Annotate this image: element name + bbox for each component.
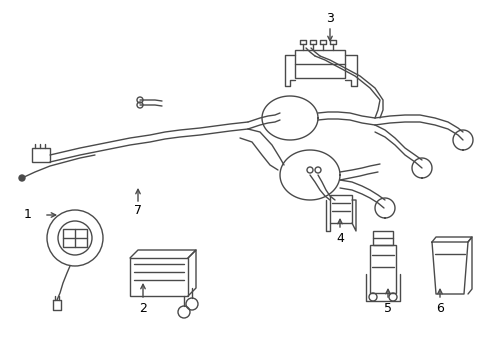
Circle shape: [19, 175, 25, 181]
Bar: [32, 148, 50, 162]
Text: 3: 3: [325, 12, 333, 24]
Text: 7: 7: [134, 203, 142, 216]
Bar: [130, 258, 187, 296]
Bar: [294, 50, 345, 78]
Text: 2: 2: [139, 302, 146, 315]
Bar: [369, 245, 395, 293]
Bar: [372, 231, 392, 245]
Bar: [329, 195, 351, 223]
Text: 1: 1: [24, 208, 32, 221]
Text: 6: 6: [435, 302, 443, 315]
Text: 5: 5: [383, 302, 391, 315]
Bar: [63, 229, 87, 247]
Text: 4: 4: [335, 231, 343, 244]
